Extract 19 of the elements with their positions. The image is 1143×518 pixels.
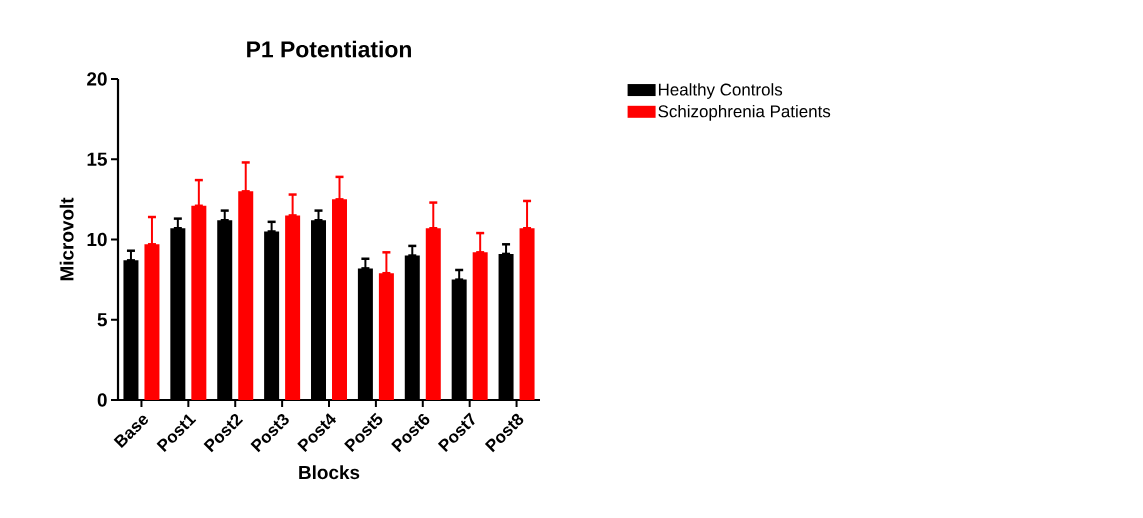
bar [519,228,535,400]
x-axis-title: Blocks [299,465,360,480]
chart-title: P1 Potentiation [247,40,411,58]
y-tick-label: 0 [97,393,107,407]
y-tick-label: 15 [87,152,107,166]
bar [378,273,394,400]
bar [472,252,488,400]
legend-label: Healthy Controls [658,83,783,99]
y-tick-label: 10 [87,232,107,247]
y-tick-label: 5 [97,313,107,327]
bar [238,191,254,400]
bar [332,199,348,400]
y-axis-title: Microvolt [59,197,74,281]
legend-label: Schizophrenia Patients [658,104,831,121]
bar [425,228,441,400]
bar [191,205,207,400]
bar [285,215,301,400]
y-tick-label: 20 [87,72,107,86]
bar [144,244,160,400]
